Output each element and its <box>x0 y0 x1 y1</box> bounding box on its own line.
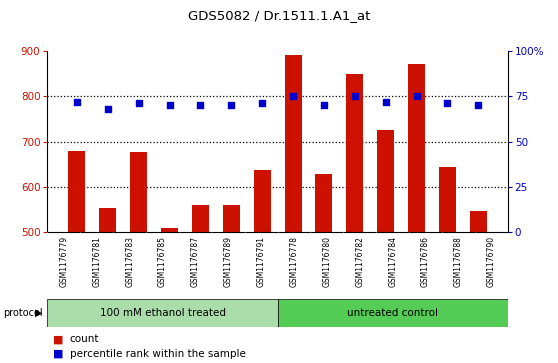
Point <box>165 102 174 108</box>
Text: 100 mM ethanol treated: 100 mM ethanol treated <box>99 308 225 318</box>
Point <box>227 102 235 108</box>
Text: percentile rank within the sample: percentile rank within the sample <box>70 349 246 359</box>
Bar <box>470 211 487 232</box>
Point <box>103 106 112 112</box>
Point <box>381 99 390 105</box>
Bar <box>69 151 85 232</box>
Point <box>474 102 483 108</box>
Text: GSM1176786: GSM1176786 <box>421 236 430 287</box>
Text: GSM1176783: GSM1176783 <box>125 236 134 287</box>
Point <box>134 101 143 106</box>
Bar <box>285 55 301 232</box>
Bar <box>223 205 240 232</box>
Point <box>350 93 359 99</box>
Text: untreated control: untreated control <box>347 308 438 318</box>
Text: ▶: ▶ <box>35 308 42 318</box>
Text: count: count <box>70 334 99 344</box>
Bar <box>347 74 363 232</box>
Point <box>412 93 421 99</box>
Point <box>288 93 297 99</box>
Text: GSM1176784: GSM1176784 <box>388 236 397 287</box>
Bar <box>254 170 271 232</box>
Point <box>320 102 329 108</box>
Text: ■: ■ <box>53 334 64 344</box>
Point <box>258 101 267 106</box>
Text: GSM1176785: GSM1176785 <box>158 236 167 287</box>
Text: GSM1176778: GSM1176778 <box>290 236 299 287</box>
Bar <box>161 228 178 232</box>
Text: GSM1176789: GSM1176789 <box>224 236 233 287</box>
Text: GSM1176781: GSM1176781 <box>92 236 101 286</box>
Text: GSM1176779: GSM1176779 <box>59 236 69 287</box>
Text: GSM1176780: GSM1176780 <box>323 236 331 287</box>
Bar <box>99 208 116 232</box>
Text: GSM1176782: GSM1176782 <box>355 236 364 286</box>
Text: ■: ■ <box>53 349 64 359</box>
Bar <box>277 299 508 327</box>
Bar <box>192 205 209 232</box>
Text: GSM1176791: GSM1176791 <box>257 236 266 287</box>
Bar <box>439 167 456 232</box>
Point <box>196 102 205 108</box>
Bar <box>408 64 425 232</box>
Text: GSM1176788: GSM1176788 <box>454 236 463 286</box>
Text: protocol: protocol <box>3 308 42 318</box>
Bar <box>130 151 147 232</box>
Bar <box>377 130 394 232</box>
Text: GDS5082 / Dr.1511.1.A1_at: GDS5082 / Dr.1511.1.A1_at <box>188 9 370 22</box>
Bar <box>315 174 333 232</box>
Point <box>443 101 452 106</box>
Text: GSM1176787: GSM1176787 <box>191 236 200 287</box>
Text: GSM1176790: GSM1176790 <box>487 236 496 287</box>
Point <box>73 99 81 105</box>
Bar <box>47 299 277 327</box>
